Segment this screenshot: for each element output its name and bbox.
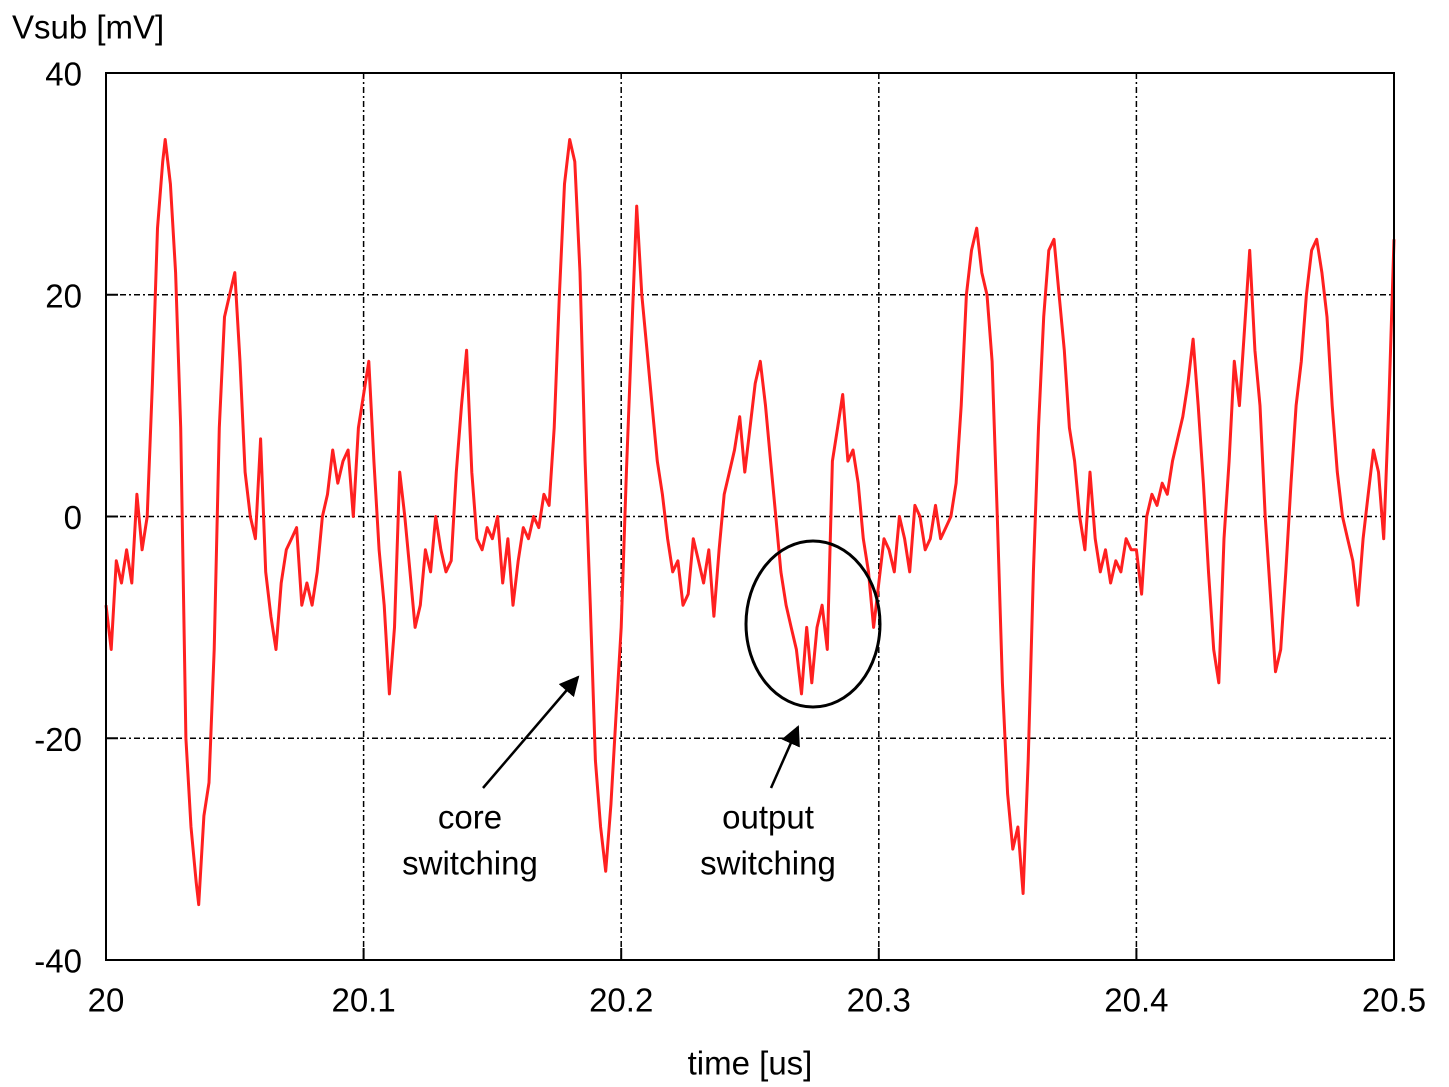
plot-area bbox=[104, 138, 1396, 907]
annotation: switching bbox=[402, 845, 538, 882]
x-tick-label: 20.3 bbox=[847, 982, 911, 1019]
y-tick-label: 20 bbox=[45, 277, 82, 314]
x-tick-label: 20.4 bbox=[1104, 982, 1168, 1019]
y-axis-label: Vsub [mV] bbox=[12, 9, 164, 46]
x-tick-label: 20.1 bbox=[331, 982, 395, 1019]
arrow bbox=[769, 725, 800, 789]
y-tick-label: 0 bbox=[64, 499, 82, 536]
data-line bbox=[104, 138, 1396, 907]
x-axis-label: time [us] bbox=[688, 1045, 813, 1082]
x-tick-label: 20.2 bbox=[589, 982, 653, 1019]
highlight-circle bbox=[744, 539, 882, 709]
arrow bbox=[482, 675, 580, 789]
annotation: core bbox=[438, 799, 502, 836]
annotation: output bbox=[722, 799, 814, 836]
y-tick-label: -40 bbox=[34, 943, 82, 980]
y-tick-label: -20 bbox=[34, 721, 82, 758]
x-tick-label: 20.5 bbox=[1362, 982, 1426, 1019]
x-tick-label: 20 bbox=[88, 982, 125, 1019]
annotation: switching bbox=[700, 845, 836, 882]
y-tick-label: 40 bbox=[45, 56, 82, 93]
